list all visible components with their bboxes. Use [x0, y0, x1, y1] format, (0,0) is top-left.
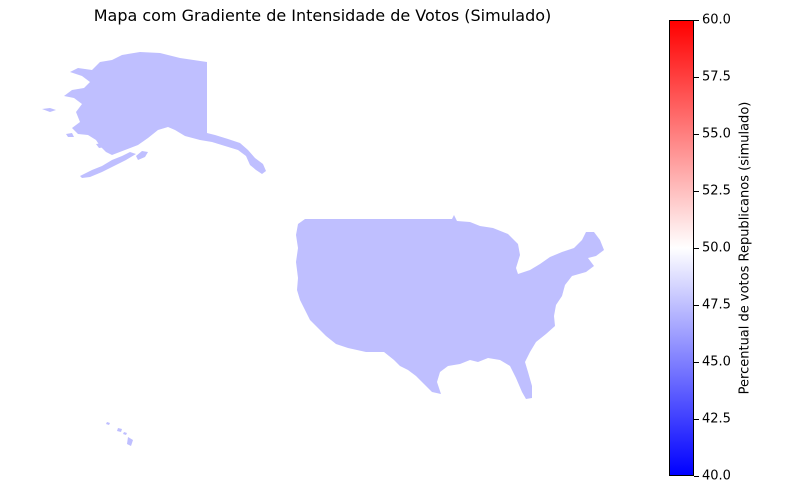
map-title: Mapa com Gradiente de Intensidade de Vot… — [93, 6, 552, 25]
colorbar-tick — [694, 133, 699, 135]
colorbar-tick — [694, 247, 699, 249]
colorbar-tick-label: 42.5 — [702, 411, 731, 427]
region-hawaii — [127, 437, 133, 446]
colorbar — [669, 20, 694, 476]
colorbar-tick — [694, 418, 699, 420]
colorbar-tick — [694, 475, 699, 477]
region-contiguous-us — [296, 215, 604, 399]
colorbar-tick-label: 57.5 — [702, 69, 731, 85]
colorbar-tick-label: 45.0 — [702, 354, 731, 370]
region-alaska-island — [42, 108, 56, 112]
region-hawaii-island — [123, 432, 127, 435]
colorbar-tick — [694, 190, 699, 192]
colorbar-tick — [694, 304, 699, 306]
region-hawaii-island — [117, 428, 122, 432]
region-alaska-island — [96, 143, 106, 148]
colorbar-tick-label: 52.5 — [702, 183, 731, 199]
colorbar-tick — [694, 19, 699, 21]
region-alaska-island — [66, 133, 74, 137]
region-alaska — [64, 52, 266, 174]
colorbar-tick-label: 60.0 — [702, 12, 731, 28]
colorbar-tick-label: 50.0 — [702, 240, 731, 256]
colorbar-tick-label: 47.5 — [702, 297, 731, 313]
colorbar-tick — [694, 361, 699, 363]
colorbar-tick-label: 55.0 — [702, 126, 731, 142]
colorbar-tick — [694, 76, 699, 78]
us-map — [42, 52, 604, 446]
colorbar-tick-label: 40.0 — [702, 468, 731, 484]
region-alaska-island — [136, 151, 148, 160]
region-hawaii-island — [106, 422, 110, 425]
region-alaska-peninsula — [80, 152, 136, 178]
colorbar-label: Percentual de votos Republicanos (simula… — [737, 101, 753, 395]
